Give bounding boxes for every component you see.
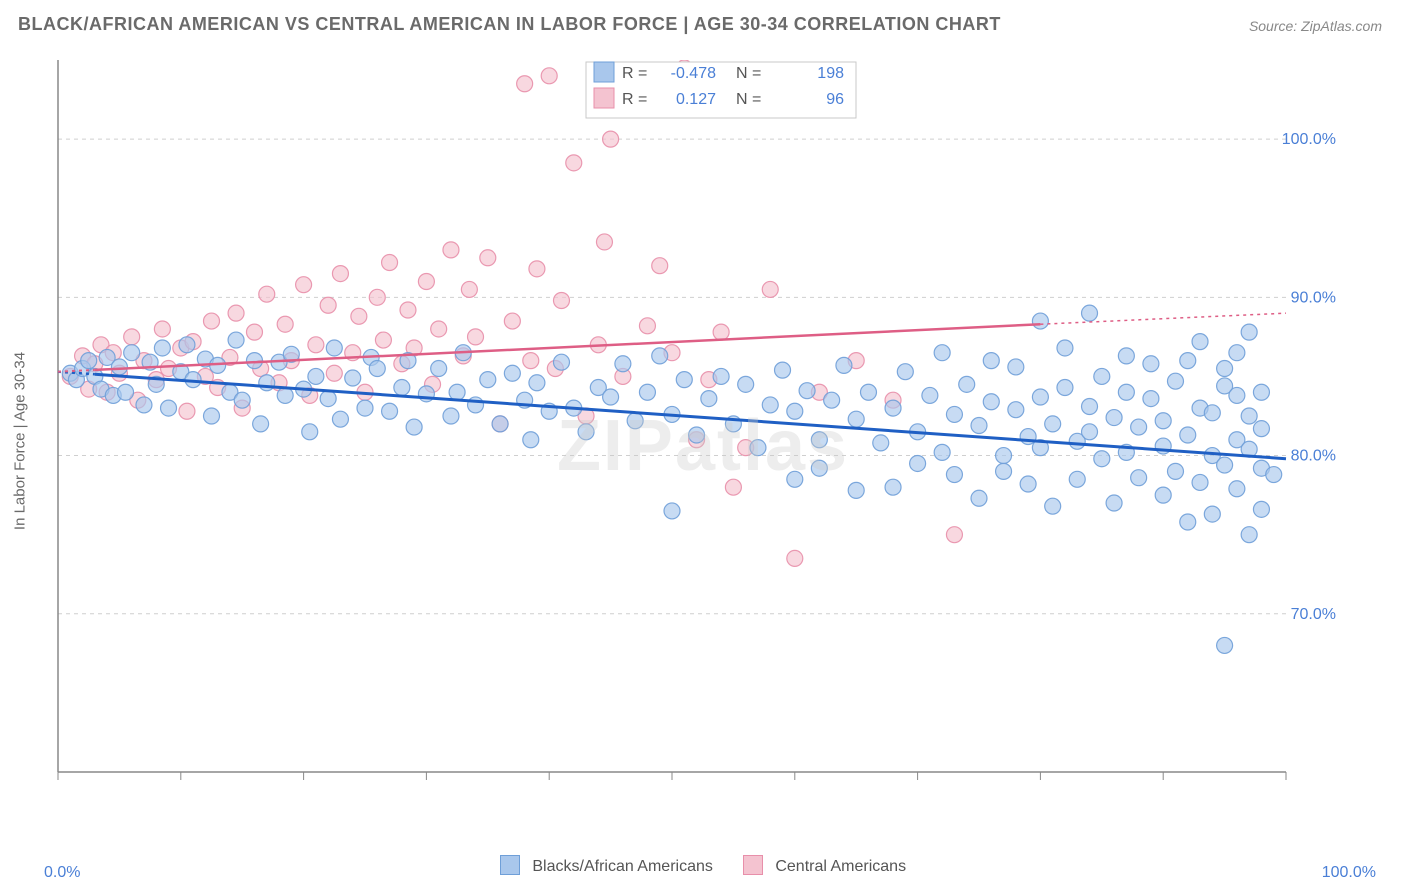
svg-text:70.0%: 70.0% [1291, 606, 1336, 623]
scatter-chart: 70.0% 80.0% 90.0% 100.0% R = -0.478 N = 198 R = 0… [46, 60, 1366, 822]
legend-label: Blacks/African Americans [532, 858, 713, 875]
svg-text:R =: R = [622, 65, 647, 82]
chart-title: BLACK/AFRICAN AMERICAN VS CENTRAL AMERIC… [18, 14, 1001, 35]
svg-text:100.0%: 100.0% [1282, 131, 1336, 148]
svg-text:-0.478: -0.478 [671, 65, 716, 82]
svg-text:0.127: 0.127 [676, 91, 716, 108]
svg-text:80.0%: 80.0% [1291, 448, 1336, 465]
legend-item: Blacks/African Americans [500, 855, 713, 876]
svg-text:198: 198 [817, 65, 844, 82]
legend-item: Central Americans [743, 855, 906, 876]
legend-label: Central Americans [775, 858, 906, 875]
source-label: Source: ZipAtlas.com [1249, 18, 1382, 34]
svg-text:N =: N = [736, 65, 761, 82]
legend-swatch-blue [500, 855, 520, 875]
legend-bottom: Blacks/African Americans Central America… [0, 855, 1406, 876]
svg-text:N =: N = [736, 91, 761, 108]
svg-text:90.0%: 90.0% [1291, 289, 1336, 306]
y-axis-label: In Labor Force | Age 30-34 [12, 352, 29, 530]
chart-container: In Labor Force | Age 30-34 70.0%80.0%90.… [46, 60, 1366, 822]
legend-swatch-pink [743, 855, 763, 875]
svg-text:R =: R = [622, 91, 647, 108]
svg-text:96: 96 [826, 91, 844, 108]
